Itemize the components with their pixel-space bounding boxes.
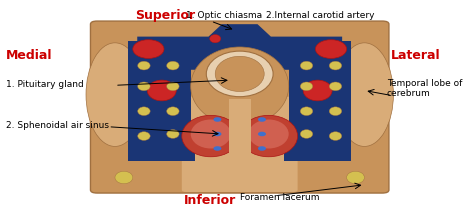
Ellipse shape [346,171,365,184]
Ellipse shape [213,117,221,122]
Ellipse shape [167,61,179,70]
Ellipse shape [115,171,133,184]
Text: Temporal lobe of
cerebrum: Temporal lobe of cerebrum [387,79,462,98]
Ellipse shape [258,132,266,136]
Ellipse shape [258,146,266,151]
Polygon shape [284,132,289,161]
Ellipse shape [300,130,313,138]
Text: Lateral: Lateral [391,49,441,62]
Text: 1. Optic chiasma: 1. Optic chiasma [186,11,263,20]
FancyBboxPatch shape [182,97,298,192]
Polygon shape [128,41,191,161]
Ellipse shape [167,130,179,138]
Polygon shape [137,24,342,70]
Ellipse shape [137,107,150,116]
Text: 2. Sphenoidal air sinus: 2. Sphenoidal air sinus [6,121,109,130]
Ellipse shape [137,61,150,70]
FancyBboxPatch shape [91,21,389,193]
Ellipse shape [303,80,332,101]
Polygon shape [228,99,251,161]
Ellipse shape [210,34,221,43]
Text: Medial: Medial [6,49,52,62]
Ellipse shape [213,132,221,136]
Text: 1. Pituitary gland: 1. Pituitary gland [6,80,83,89]
Ellipse shape [86,43,144,146]
Ellipse shape [133,40,164,58]
Text: 2.Internal carotid artery: 2.Internal carotid artery [266,11,375,20]
Ellipse shape [258,117,266,122]
Ellipse shape [300,61,313,70]
Text: Inferior: Inferior [184,194,236,207]
Ellipse shape [240,115,298,157]
Ellipse shape [329,132,342,140]
Polygon shape [289,41,351,161]
Ellipse shape [147,80,176,101]
Text: Superior: Superior [135,9,195,22]
Ellipse shape [206,51,273,97]
Text: Foramen lacerum: Foramen lacerum [240,193,319,202]
Ellipse shape [191,119,231,148]
Ellipse shape [336,43,393,146]
Ellipse shape [248,119,289,148]
Polygon shape [191,132,195,161]
Ellipse shape [191,47,289,126]
Ellipse shape [315,40,346,58]
Ellipse shape [215,56,264,92]
Ellipse shape [329,82,342,91]
Ellipse shape [329,107,342,116]
Ellipse shape [329,61,342,70]
Ellipse shape [167,107,179,116]
Ellipse shape [300,82,313,91]
Ellipse shape [137,82,150,91]
Ellipse shape [182,115,240,157]
Ellipse shape [137,132,150,140]
Ellipse shape [213,146,221,151]
Ellipse shape [167,82,179,91]
Ellipse shape [300,107,313,116]
